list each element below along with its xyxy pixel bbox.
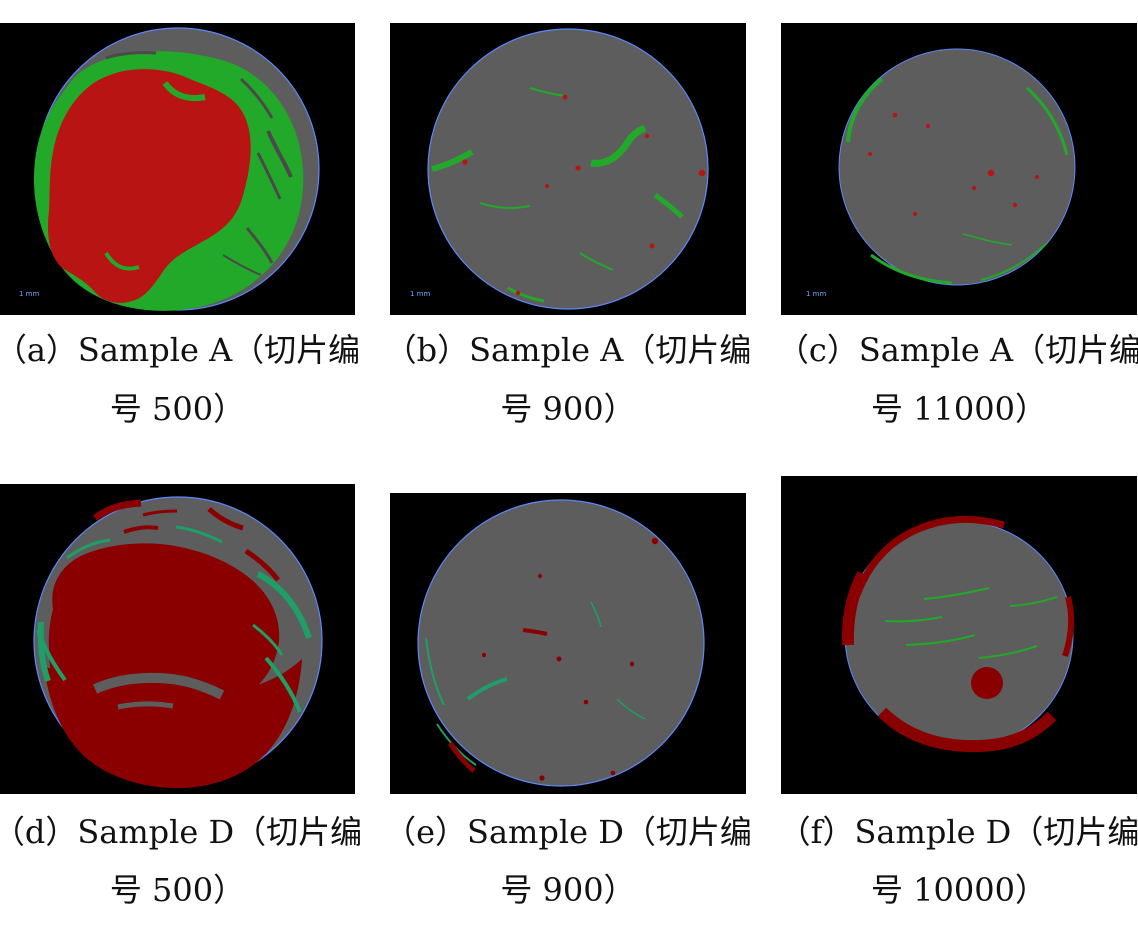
scale-label-b: 1 mm: [410, 290, 431, 298]
caption-c-line1: （c）Sample A（切片编: [776, 331, 1138, 369]
micrograph-d-svg: [0, 484, 355, 794]
micrograph-b-svg: [390, 23, 746, 315]
micrograph-b: 1 mm: [390, 23, 746, 315]
micrograph-f-svg: [781, 476, 1137, 794]
panel-e: （e）Sample D（切片编 号 900）: [384, 493, 752, 909]
caption-f-line2: 号 10000）: [871, 871, 1047, 909]
panel-d: （d）Sample D（切片编 号 500）: [0, 484, 362, 909]
caption-f-line1: （f）Sample D（切片编: [778, 813, 1138, 851]
panel-b: 1 mm （b）Sample A（切片编 号 900）: [385, 23, 751, 428]
caption-c-line2: 号 11000）: [871, 390, 1047, 428]
panel-a: 1 mm （a）Sample A（切片编 号 500）: [0, 23, 360, 428]
scale-label-a: 1 mm: [19, 290, 40, 298]
micrograph-a-svg: [0, 23, 355, 315]
panel-c: 1 mm （c）Sample A（切片编 号 11000）: [777, 23, 1138, 428]
micrograph-d: [0, 484, 355, 794]
scale-label-c: 1 mm: [806, 290, 827, 298]
caption-a-line1: （a）Sample A（切片编: [0, 331, 361, 369]
caption-b-line1: （b）Sample A（切片编: [384, 331, 752, 369]
caption-e-line1: （e）Sample D（切片编: [384, 813, 752, 851]
micrograph-f: [781, 476, 1137, 794]
caption-d-line1: （d）Sample D（切片编: [0, 813, 363, 851]
panel-f: （f）Sample D（切片编 号 10000）: [779, 476, 1138, 909]
micrograph-a: 1 mm: [0, 23, 355, 315]
caption-b-line2: 号 900）: [500, 390, 636, 428]
micrograph-e-svg: [390, 493, 746, 794]
micrograph-c: 1 mm: [781, 23, 1137, 315]
micrograph-c-svg: [781, 23, 1137, 315]
micrograph-e: [390, 493, 746, 794]
caption-d-line2: 号 500）: [109, 871, 246, 909]
caption-e-line2: 号 900）: [500, 871, 636, 909]
caption-a-line2: 号 500）: [109, 390, 246, 428]
